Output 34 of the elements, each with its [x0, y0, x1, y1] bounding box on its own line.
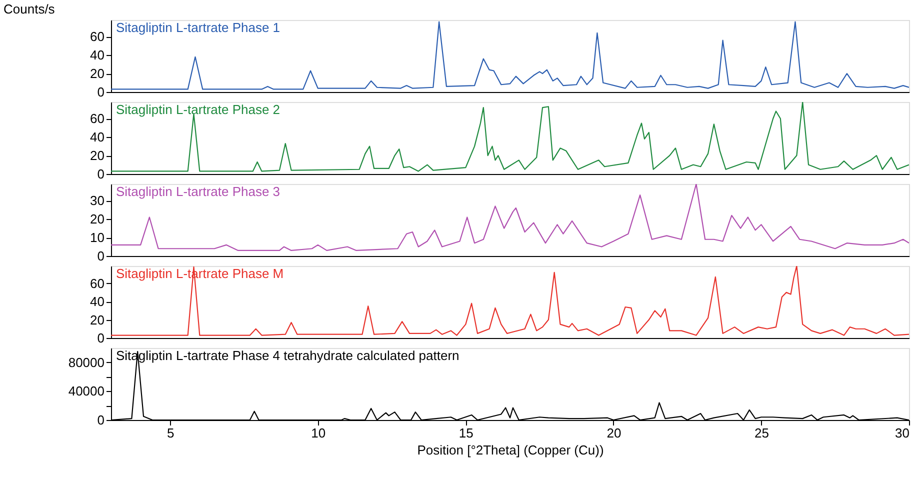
line-series [111, 184, 909, 252]
x-tick-label: 10 [311, 426, 326, 440]
series-label: Sitagliptin L-tartrate Phase 2 [116, 102, 280, 117]
y-tick-label: 60 [90, 29, 104, 44]
y-tick-label: 20 [90, 148, 104, 164]
y-tick-label: 20 [90, 312, 104, 328]
line-series [111, 102, 909, 172]
text: Sitagliptin L-tartrate Phase 1 [116, 20, 280, 35]
y-tick-label: 0 [97, 166, 104, 182]
y-axis-title: Counts/s [4, 2, 56, 16]
y-tick-label: 60 [90, 276, 104, 291]
y-tick-label: 80000 [68, 354, 104, 370]
y-tick-label: 40 [90, 294, 104, 310]
y-tick-label: 40000 [68, 384, 104, 399]
y-tick-label: 60 [90, 111, 104, 126]
y-tick-label: 0 [97, 248, 104, 264]
y-tick-label: 40 [90, 130, 104, 145]
x-axis-title: Position [°2Theta] (Copper (Cu)) [417, 442, 604, 458]
text: Sitagliptin L-tartrate Phase 3 [116, 184, 280, 199]
y-tick-label: 30 [90, 193, 104, 208]
y-tick-label: 20 [90, 212, 104, 227]
y-tick-label: 0 [97, 84, 104, 100]
y-tick-label: 0 [97, 330, 104, 346]
x-tick-label: 5 [166, 426, 174, 440]
line-series [111, 266, 909, 336]
x-tick-label: 15 [458, 426, 474, 440]
y-tick-label: 10 [90, 230, 104, 246]
x-tick-label: 20 [606, 426, 622, 440]
x-tick-label: 30 [895, 426, 910, 440]
line-series [111, 21, 909, 90]
y-tick-label: 40 [90, 48, 104, 63]
y-tick-label: 20 [90, 66, 104, 82]
y-tick-label: 0 [97, 412, 104, 428]
x-tick-label: 25 [754, 426, 769, 440]
